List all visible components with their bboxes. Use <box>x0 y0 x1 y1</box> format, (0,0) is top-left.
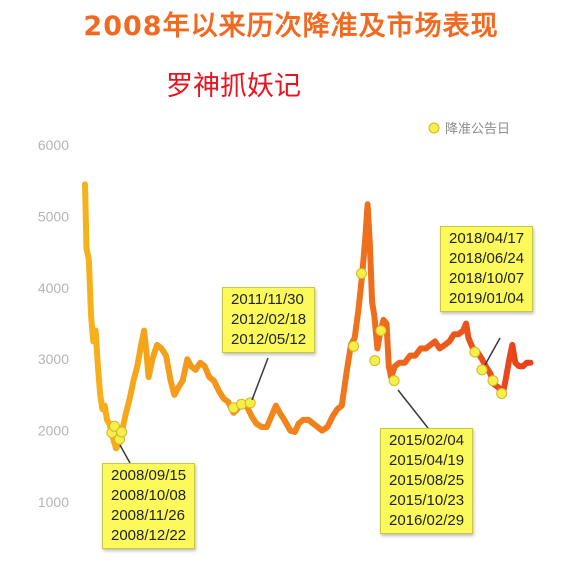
callout-2008: 2008/09/15 2008/10/08 2008/11/26 2008/12… <box>102 463 196 549</box>
y-tick-label: 2000 <box>38 423 69 439</box>
callout-date: 2015/10/23 <box>389 492 465 509</box>
chart-title: 2008年以来历次降准及市场表现 <box>83 11 499 42</box>
rrr-cut-marker <box>244 397 256 409</box>
callout-date: 2016/02/29 <box>389 512 465 529</box>
callout-date: 2008/11/26 <box>111 507 185 524</box>
chart-subtitle: 罗神抓妖记 <box>166 71 301 102</box>
callout-date: 2015/08/25 <box>389 472 465 489</box>
legend-marker-icon <box>428 122 440 134</box>
callout-date: 2008/09/15 <box>111 467 187 484</box>
callout-date: 2019/01/04 <box>449 290 525 307</box>
y-tick-label: 5000 <box>38 208 69 224</box>
rrr-cut-marker <box>109 420 120 432</box>
callout-date: 2018/10/07 <box>449 270 525 287</box>
callout-leaders <box>119 337 501 464</box>
callout-2011: 2011/11/30 2012/02/18 2012/05/12 <box>222 287 316 353</box>
rrr-cut-marker <box>369 355 381 367</box>
y-tick-label: 3000 <box>38 351 69 367</box>
rrr-cut-marker <box>116 426 128 438</box>
marker-layer <box>106 268 508 445</box>
price-line-layer <box>82 181 534 452</box>
callout-date: 2012/02/18 <box>231 311 307 328</box>
rrr-cut-marker <box>388 375 400 387</box>
legend-label: 降准公告日 <box>445 122 510 137</box>
y-axis: 1000 2000 3000 4000 5000 6000 <box>38 137 69 510</box>
callout-date: 2018/04/17 <box>449 230 525 247</box>
callout-date: 2008/12/22 <box>111 527 187 544</box>
callout-date: 2015/04/19 <box>389 452 465 469</box>
rrr-cut-marker <box>487 375 499 387</box>
index-line <box>82 181 534 452</box>
rrr-cut-marker <box>348 340 360 352</box>
rrr-cut-marker <box>496 388 508 399</box>
callout-date: 2008/10/08 <box>111 487 187 504</box>
rrr-cut-marker <box>375 325 387 337</box>
legend: 降准公告日 <box>428 122 510 137</box>
y-tick-label: 1000 <box>38 494 69 510</box>
y-tick-label: 4000 <box>38 280 69 296</box>
callout-2018: 2018/04/17 2018/06/24 2018/10/07 2019/01… <box>440 226 534 312</box>
y-tick-label: 6000 <box>38 137 69 153</box>
rrr-cut-marker <box>356 268 367 279</box>
callout-date: 2012/05/12 <box>231 331 307 348</box>
callout-date: 2015/02/04 <box>389 432 465 449</box>
rrr-cut-marker <box>469 346 481 358</box>
callout-date: 2018/06/24 <box>449 250 525 267</box>
callout-2015: 2015/02/04 2015/04/19 2015/08/25 2015/10… <box>380 428 474 534</box>
rrr-cut-marker <box>476 364 488 376</box>
callout-date: 2011/11/30 <box>231 291 304 308</box>
